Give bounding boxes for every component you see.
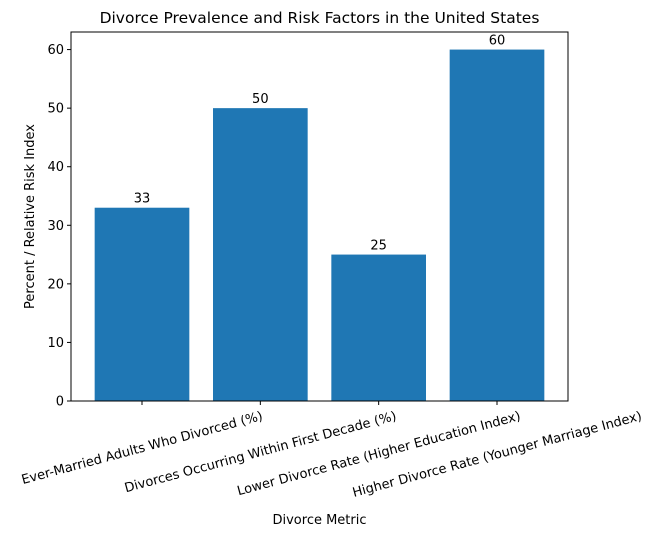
value-label: 60	[489, 34, 506, 49]
bar	[213, 108, 308, 402]
value-label: 33	[134, 192, 151, 207]
bar	[94, 207, 190, 401]
y-tick-label: 60	[47, 43, 64, 58]
x-axis-label: Divorce Metric	[272, 513, 366, 528]
y-axis-label: Percent / Relative Risk Index	[23, 124, 38, 309]
bar	[331, 254, 426, 401]
value-label: 50	[252, 92, 269, 107]
y-tick-label: 40	[47, 160, 64, 175]
bar	[449, 49, 545, 401]
y-tick-label: 0	[56, 395, 64, 410]
y-tick-label: 50	[47, 102, 64, 117]
y-tick-label: 20	[47, 277, 64, 292]
chart-title: Divorce Prevalence and Risk Factors in t…	[100, 9, 540, 27]
plot-frame	[70, 31, 569, 402]
value-label: 25	[370, 239, 387, 254]
y-tick-label: 10	[47, 336, 64, 351]
y-tick-label: 30	[47, 219, 64, 234]
